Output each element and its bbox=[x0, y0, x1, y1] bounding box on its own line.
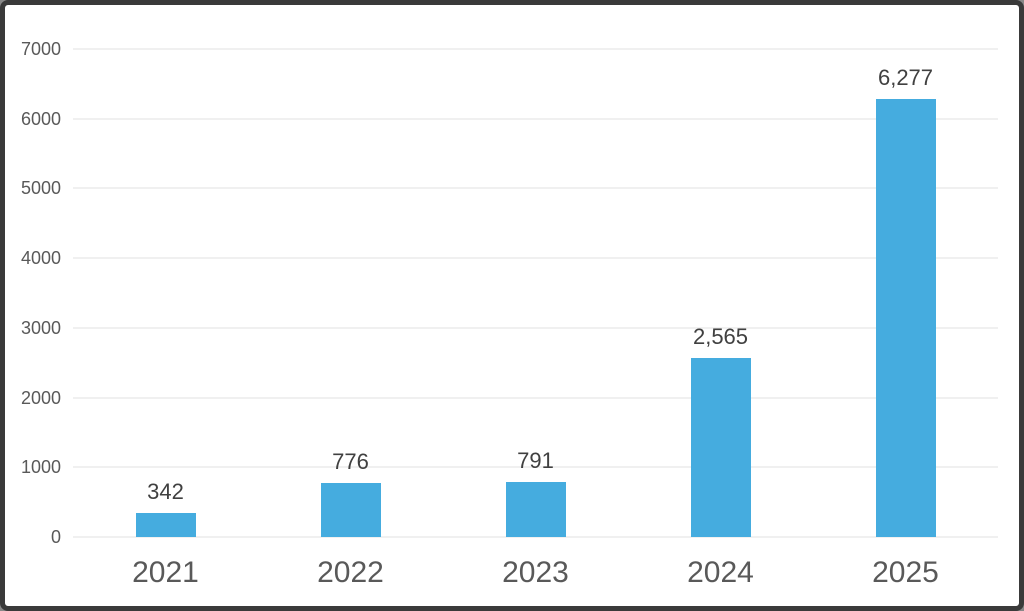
y-axis-tick-label: 4000 bbox=[20, 248, 61, 269]
bar-2021 bbox=[135, 513, 196, 537]
bar-column: 342 2021 bbox=[73, 49, 258, 588]
gridline bbox=[73, 536, 998, 538]
x-axis-tick-label: 2025 bbox=[872, 556, 939, 589]
bar-2022 bbox=[320, 482, 381, 537]
x-axis-tick-label: 2024 bbox=[687, 556, 754, 589]
gridline bbox=[73, 397, 998, 399]
gridline bbox=[73, 187, 998, 189]
x-axis-tick-label: 2022 bbox=[317, 556, 384, 589]
plot-columns: 342 2021 776 2022 791 2023 2,565 2024 6,277 2025 bbox=[73, 49, 998, 588]
gridline bbox=[73, 466, 998, 468]
bar-value-label: 776 bbox=[332, 448, 369, 474]
bar-column: 791 2023 bbox=[443, 49, 628, 587]
y-axis-tick-label: 7000 bbox=[20, 39, 61, 59]
y-axis-tick-label: 2000 bbox=[20, 387, 61, 408]
y-axis-tick-label: 5000 bbox=[20, 178, 61, 199]
bar-2023 bbox=[505, 481, 566, 537]
gridline bbox=[73, 48, 998, 50]
bar-value-label: 6,277 bbox=[877, 65, 934, 91]
bar-chart: 0 1000 2000 3000 4000 5000 6000 7000 342 2021 776… bbox=[21, 40, 998, 588]
y-axis-tick-label: 0 bbox=[50, 527, 61, 547]
bar-value-label: 342 bbox=[147, 479, 184, 505]
gridline bbox=[73, 257, 998, 259]
bar-2025 bbox=[875, 99, 936, 537]
gridline bbox=[73, 327, 998, 329]
bar-value-label: 2,565 bbox=[692, 324, 749, 350]
bar-column: 2,565 2024 bbox=[628, 49, 813, 588]
y-axis-tick-label: 3000 bbox=[20, 317, 61, 338]
x-axis-tick-label: 2021 bbox=[132, 556, 199, 589]
x-axis-tick-label: 2023 bbox=[502, 556, 569, 589]
gridline bbox=[73, 118, 998, 120]
bar-column: 776 2022 bbox=[258, 49, 443, 587]
y-axis-tick-label: 6000 bbox=[20, 108, 61, 129]
bar-value-label: 791 bbox=[517, 447, 554, 473]
bar-2024 bbox=[690, 358, 751, 537]
bar-column: 6,277 2025 bbox=[813, 49, 998, 588]
y-axis-tick-label: 1000 bbox=[20, 457, 61, 478]
